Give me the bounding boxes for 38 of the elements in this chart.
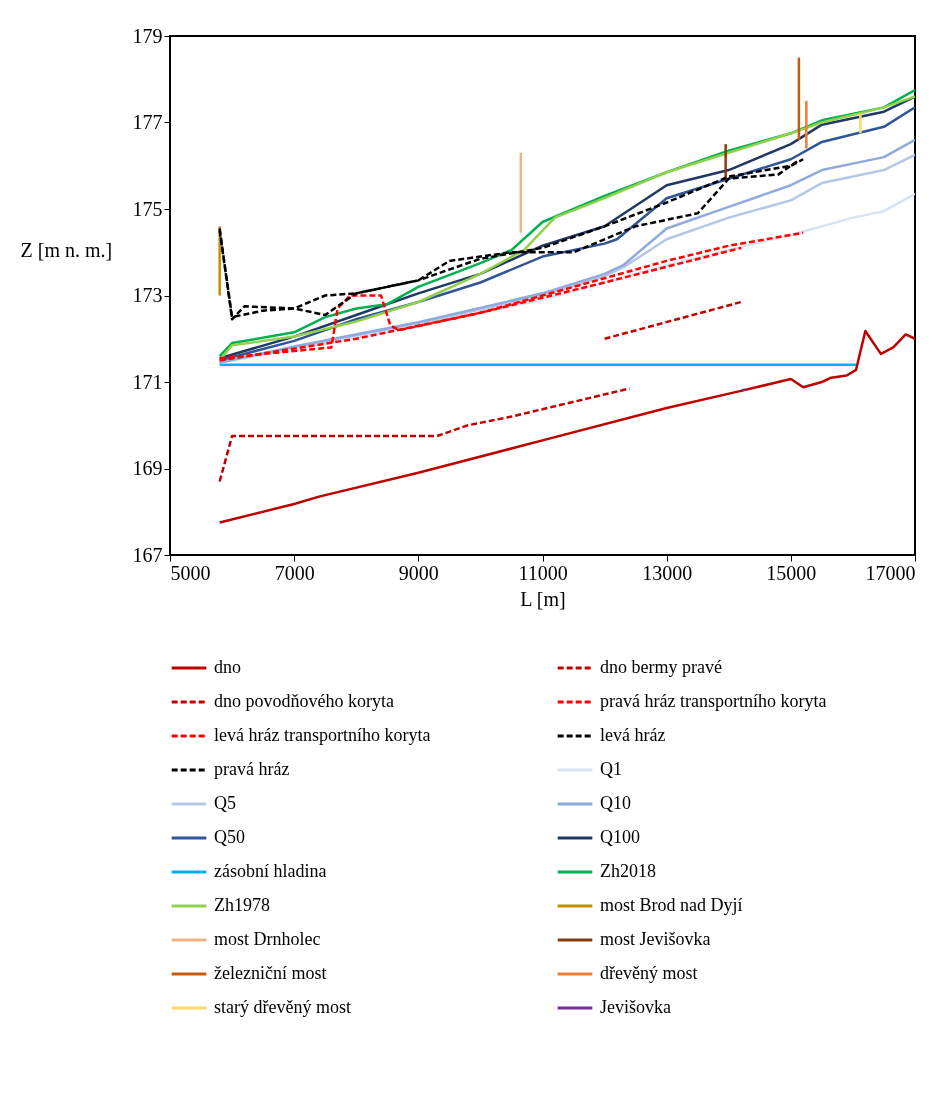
legend-label: Zh1978 bbox=[214, 895, 270, 915]
y-tick-label: 179 bbox=[132, 24, 163, 47]
x-axis-title: L [m] bbox=[520, 587, 566, 610]
legend-label: most Brod nad Dyjí bbox=[600, 895, 743, 915]
x-tick-label: 13000 bbox=[642, 561, 693, 584]
y-tick-label: 173 bbox=[132, 284, 163, 306]
legend-label: zásobní hladina bbox=[214, 861, 327, 881]
legend-label: dřevěný most bbox=[600, 963, 698, 983]
x-tick-label: 5000 bbox=[170, 561, 211, 584]
x-tick-label: 15000 bbox=[766, 561, 817, 584]
legend-label: levá hráz bbox=[600, 725, 666, 745]
legend-label: most Drnholec bbox=[214, 929, 321, 949]
y-axis-title: Z [m n. m.] bbox=[20, 238, 113, 261]
x-tick-label: 9000 bbox=[398, 561, 439, 584]
y-tick-label: 175 bbox=[132, 197, 163, 220]
x-tick-label: 7000 bbox=[274, 561, 315, 584]
y-tick-label: 177 bbox=[132, 111, 163, 133]
legend-label: most Jevišovka bbox=[600, 929, 711, 949]
legend-label: pravá hráz transportního koryta bbox=[600, 691, 827, 711]
legend-label: levá hráz transportního koryta bbox=[214, 725, 431, 745]
legend-label: Q1 bbox=[600, 759, 622, 779]
legend-label: Q100 bbox=[600, 827, 640, 847]
y-tick-label: 169 bbox=[132, 457, 163, 479]
y-tick-label: 171 bbox=[132, 370, 163, 393]
legend-label: Q10 bbox=[600, 793, 631, 813]
legend-label: dno povodňového koryta bbox=[214, 691, 394, 711]
legend-label: Q5 bbox=[214, 793, 236, 813]
legend-label: dno bermy pravé bbox=[600, 657, 722, 677]
y-tick-label: 167 bbox=[132, 543, 163, 566]
legend-label: Zh2018 bbox=[600, 861, 656, 881]
legend-label: Q50 bbox=[214, 827, 245, 847]
legend-label: dno bbox=[214, 657, 241, 677]
x-tick-label: 11000 bbox=[518, 561, 568, 584]
legend-label: starý dřevěný most bbox=[214, 997, 351, 1017]
legend-label: Jevišovka bbox=[600, 997, 671, 1017]
legend-label: železniční most bbox=[214, 963, 327, 983]
x-tick-label: 17000 bbox=[865, 561, 916, 584]
legend-label: pravá hráz bbox=[214, 759, 290, 779]
